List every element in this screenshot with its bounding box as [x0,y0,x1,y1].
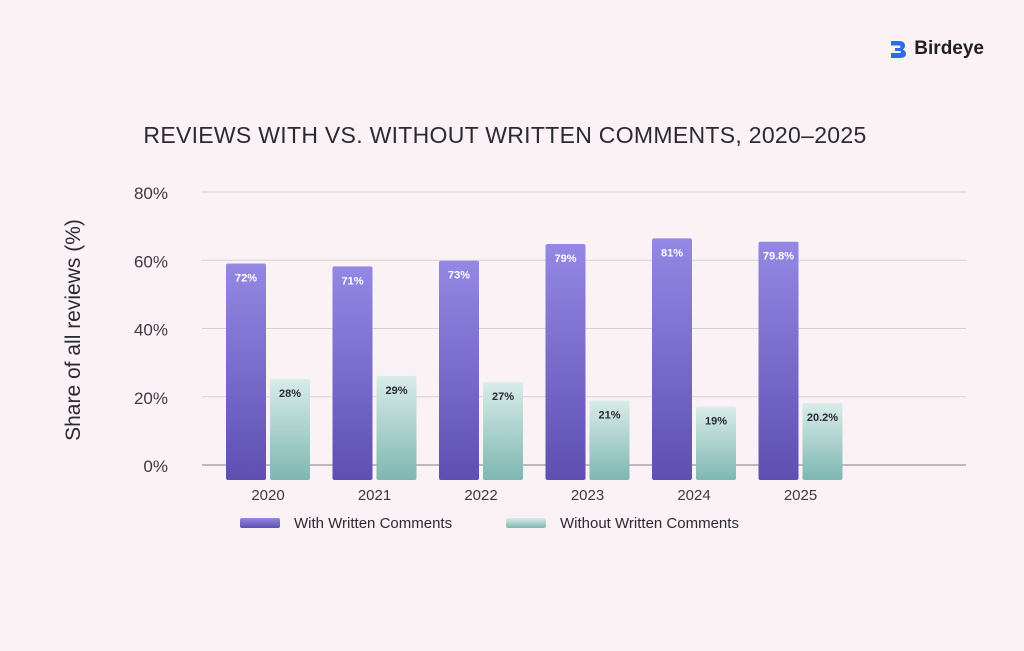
brand-logo: Birdeye [888,38,984,60]
bar-without-comments [483,382,523,480]
data-label: 71% [341,275,363,287]
x-tick-label: 2021 [358,487,391,504]
y-tick-label: 0% [143,457,168,476]
data-label: 21% [598,410,620,422]
bar-with-comments [652,238,692,480]
x-tick-label: 2023 [571,487,604,504]
legend-swatch-with [240,518,280,528]
bar-with-comments [332,266,373,480]
bar-without-comments [376,375,417,480]
x-tick-label: 2025 [784,487,817,504]
data-label: 81% [661,247,683,259]
birdeye-logo-icon [891,41,907,58]
y-axis-label: Share of all reviews (%) [62,219,85,441]
bar-without-comments [589,400,630,480]
data-label: 73% [448,270,470,282]
y-tick-label: 60% [134,252,168,271]
legend-label: With Written Comments [294,515,452,532]
x-tick-label: 2024 [677,487,710,504]
data-label: 72% [235,273,257,285]
data-label: 79.8% [763,251,794,263]
bar-without-comments [270,379,310,480]
y-tick-label: 80% [134,184,168,203]
data-label: 79% [554,253,576,265]
bar-with-comments [439,260,479,480]
chart-title: REVIEWS WITH VS. WITHOUT WRITTEN COMMENT… [143,122,866,148]
y-tick-label: 20% [134,389,168,408]
x-tick-label: 2022 [464,487,497,504]
legend-label: Without Written Comments [560,515,739,532]
y-tick-label: 40% [134,321,168,340]
data-label: 29% [385,385,407,397]
legend-swatch-without [506,518,546,528]
data-label: 28% [279,388,301,400]
brand-name: Birdeye [914,38,984,59]
bar-without-comments [802,402,843,480]
bar-with-comments [545,243,586,480]
data-label: 19% [705,416,727,428]
data-label: 27% [492,391,514,403]
bar-without-comments [696,406,736,480]
data-label: 20.2% [807,412,838,424]
bar-with-comments [758,241,799,480]
x-tick-label: 2020 [251,487,284,504]
bar-with-comments [226,263,266,480]
